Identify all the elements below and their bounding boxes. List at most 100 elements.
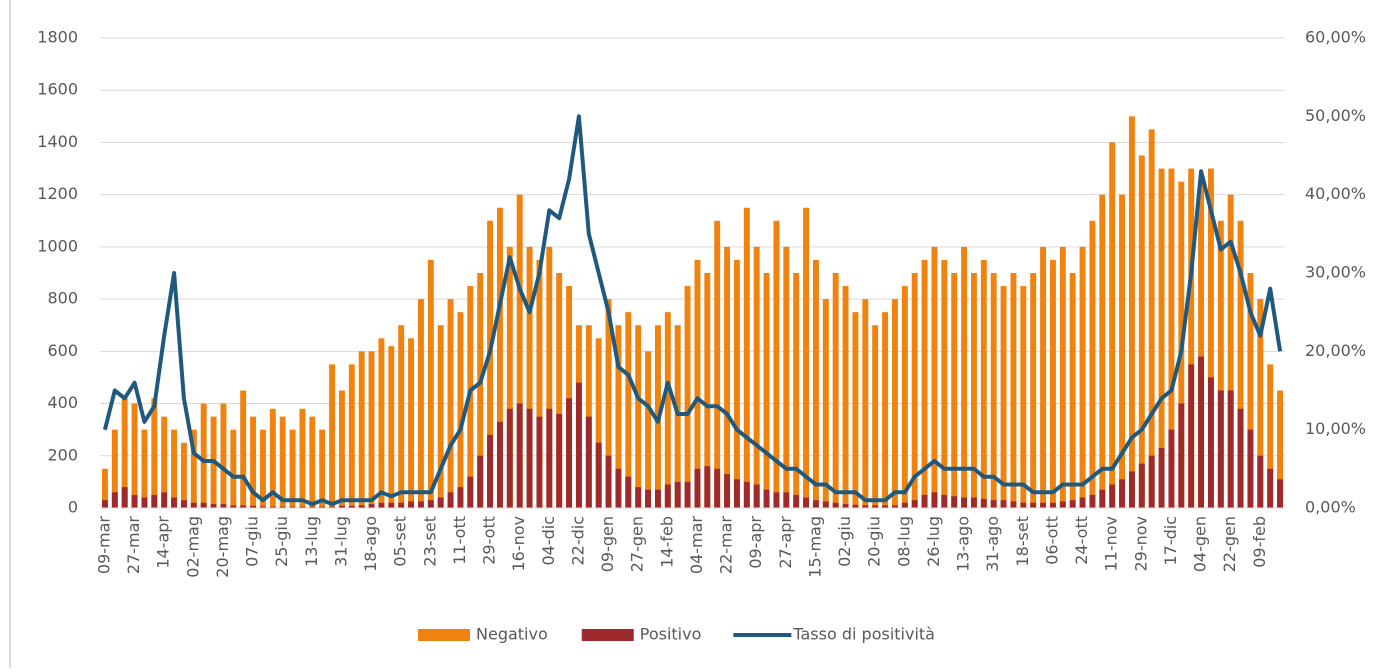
x-tick-label: 22-dic <box>568 516 587 566</box>
y-tick-label: 200 <box>47 445 78 464</box>
bar <box>1020 286 1027 508</box>
bar <box>1148 455 1155 508</box>
bar <box>180 500 187 508</box>
bar <box>1030 502 1037 508</box>
x-tick-label: 31-ago <box>983 516 1002 572</box>
bar <box>1059 501 1066 508</box>
x-tick-label: 04-mar <box>687 516 706 575</box>
x-tick-label: 20-giu <box>865 516 884 567</box>
bar <box>200 403 207 508</box>
x-tick-label: 14-apr <box>154 516 173 569</box>
bar <box>358 351 365 508</box>
bar <box>1089 494 1096 508</box>
bar <box>625 476 632 508</box>
bar <box>230 505 237 508</box>
bar <box>417 299 424 508</box>
x-tick-label: 11-ott <box>450 516 469 565</box>
bar <box>1069 273 1076 508</box>
bar <box>1040 502 1047 508</box>
bar <box>901 286 908 508</box>
bar <box>1237 408 1244 508</box>
bar <box>477 273 484 508</box>
bar <box>753 484 760 508</box>
bar <box>1257 455 1264 508</box>
bar <box>595 442 602 508</box>
bar <box>635 487 642 508</box>
bar <box>803 497 810 508</box>
y2-tick-label: 30,00% <box>1305 263 1366 282</box>
bar <box>1247 273 1254 508</box>
bar <box>1178 403 1185 508</box>
bar <box>526 246 533 508</box>
y2-tick-label: 60,00% <box>1305 28 1366 47</box>
y-tick-label: 600 <box>47 341 78 360</box>
bar <box>1128 471 1135 508</box>
bar <box>812 500 819 508</box>
bar <box>931 246 938 508</box>
bar <box>111 429 118 508</box>
y2-tick-label: 40,00% <box>1305 184 1366 203</box>
bar <box>427 500 434 508</box>
bar <box>487 434 494 508</box>
bar <box>250 505 257 508</box>
bar <box>1079 497 1086 508</box>
bar <box>141 497 148 508</box>
y-tick-label: 1400 <box>37 132 78 151</box>
bar <box>131 494 138 508</box>
bar <box>941 259 948 508</box>
bar <box>161 492 168 508</box>
legend-swatch <box>581 629 634 641</box>
bar <box>605 299 612 508</box>
bar <box>467 476 474 508</box>
bar <box>1000 286 1007 508</box>
bar <box>951 496 958 508</box>
bar <box>388 502 395 508</box>
bar <box>1138 155 1145 508</box>
bar <box>437 325 444 508</box>
bar <box>358 505 365 508</box>
bar <box>664 484 671 508</box>
bar <box>763 489 770 508</box>
x-tick-label: 27-mar <box>124 516 143 575</box>
bar <box>822 501 829 508</box>
x-tick-label: 09-apr <box>746 516 765 569</box>
bar <box>190 502 197 508</box>
bar <box>1227 194 1234 508</box>
x-tick-label: 18-ago <box>361 516 380 572</box>
bar <box>1198 181 1205 508</box>
bar <box>566 398 573 508</box>
bar <box>101 500 108 508</box>
bar <box>1207 168 1214 509</box>
bar <box>546 246 553 508</box>
x-tick-label: 22-gen <box>1220 516 1239 572</box>
bar <box>1049 502 1056 508</box>
bar <box>378 338 385 508</box>
bar <box>961 246 968 508</box>
bar <box>348 364 355 508</box>
bar <box>891 299 898 508</box>
bar <box>615 468 622 508</box>
bar <box>872 325 879 508</box>
bar <box>911 500 918 508</box>
bar <box>1099 194 1106 508</box>
bar <box>891 505 898 508</box>
bar <box>250 416 257 508</box>
bar <box>378 502 385 508</box>
bar <box>1069 500 1076 508</box>
bar <box>1089 220 1096 508</box>
bar <box>101 468 108 508</box>
x-tick-label: 07-giu <box>243 516 262 567</box>
bar <box>1040 246 1047 508</box>
bar <box>447 299 454 508</box>
bar <box>882 312 889 508</box>
y-tick-label: 1000 <box>37 236 78 255</box>
bar <box>645 489 652 508</box>
bar <box>1158 168 1165 509</box>
bar <box>911 273 918 508</box>
x-tick-label: 11-nov <box>1102 516 1121 572</box>
bar <box>299 506 306 508</box>
y2-tick-label: 0,00% <box>1305 498 1356 517</box>
bar <box>269 506 276 508</box>
x-tick-label: 02-giu <box>835 516 854 567</box>
bar <box>1277 390 1284 508</box>
